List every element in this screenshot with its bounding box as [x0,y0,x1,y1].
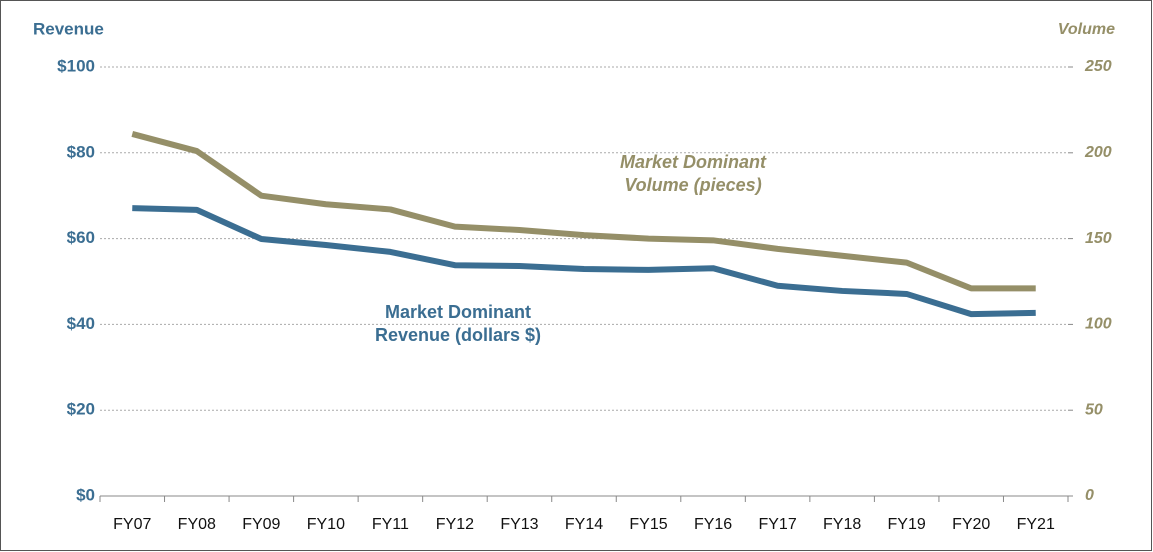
y2-tick-label: 50 [1085,401,1103,418]
y-axis-title: Revenue [33,19,104,38]
y2-axis-title: Volume [1058,21,1115,38]
x-tick-label: FY21 [1017,516,1055,533]
y2-tick-label: 0 [1085,487,1094,504]
y2-tick-label: 250 [1084,58,1112,75]
x-tick-label: FY15 [629,516,667,533]
series-label: Market Dominant [385,302,531,322]
x-tick-label: FY08 [178,516,216,533]
x-tick-label: FY16 [694,516,732,533]
x-tick-label: FY20 [952,516,990,533]
x-tick-label: FY07 [113,516,151,533]
y-tick-label: $100 [57,56,95,75]
series-line [132,205,1036,318]
x-tick-label: FY19 [888,516,926,533]
series-label: Market Dominant [620,152,767,172]
x-tick-label: FY14 [565,516,603,533]
x-tick-label: FY18 [823,516,861,533]
y-tick-label: $40 [67,314,95,333]
x-tick-label: FY13 [500,516,538,533]
y2-tick-label: 150 [1085,230,1112,247]
y-tick-label: $20 [67,400,95,419]
series-label: Revenue (dollars $) [375,325,541,345]
x-tick-label: FY17 [758,516,796,533]
y-tick-label: $0 [76,485,95,504]
x-tick-label: FY11 [372,516,409,533]
series-line [131,131,1036,292]
y-tick-label: $80 [67,142,95,161]
y2-tick-label: 100 [1085,316,1112,333]
y-tick-label: $60 [67,228,95,247]
x-tick-label: FY09 [242,516,280,533]
x-tick-label: FY10 [307,516,345,533]
series-label: Volume (pieces) [624,175,761,195]
x-tick-label: FY12 [436,516,474,533]
y2-tick-label: 200 [1084,144,1112,161]
